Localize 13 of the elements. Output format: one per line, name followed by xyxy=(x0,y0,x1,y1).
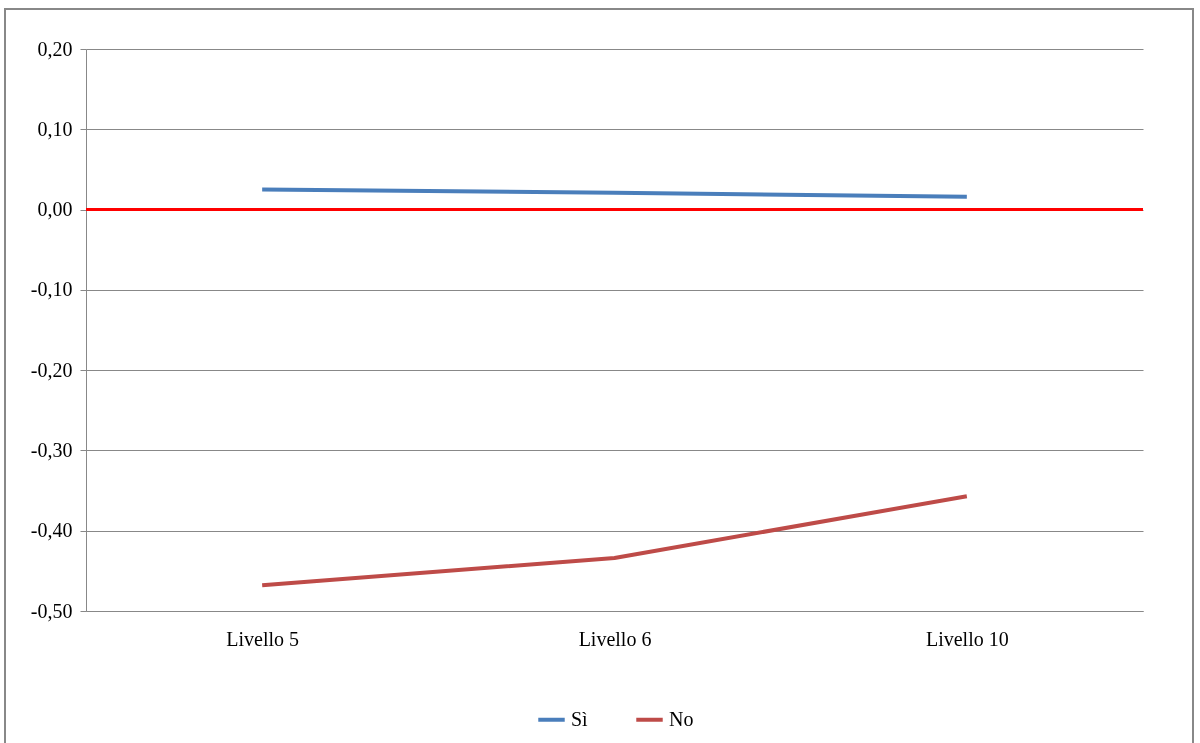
y-tick-label: -0,50 xyxy=(30,599,73,622)
y-tick-label: 0,10 xyxy=(37,117,73,140)
y-tick-label: -0,30 xyxy=(30,438,73,461)
legend-label: No xyxy=(669,707,694,730)
y-tick-label: -0,10 xyxy=(30,278,73,301)
y-tick-label: 0,00 xyxy=(37,198,73,221)
y-tick-label: -0,20 xyxy=(30,358,73,381)
x-tick-label: Livello 6 xyxy=(578,627,652,650)
y-tick-label: 0,20 xyxy=(37,37,73,60)
x-tick-label: Livello 5 xyxy=(226,627,300,650)
legend-label: Sì xyxy=(571,707,589,730)
y-tick-label: -0,40 xyxy=(30,519,73,542)
x-tick-label: Livello 10 xyxy=(925,627,1009,650)
